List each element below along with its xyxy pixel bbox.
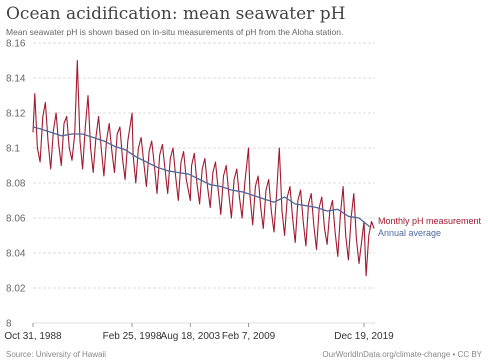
grid-lines: [33, 42, 375, 324]
credit-link[interactable]: OurWorldInData.org/climate-change • CC B…: [322, 350, 482, 359]
x-tick-label: Oct 31, 1988: [4, 331, 62, 342]
chart-title: Ocean acidification: mean seawater pH: [6, 4, 346, 24]
chart-subtitle: Mean seawater pH is shown based on in-si…: [6, 27, 344, 37]
x-tick-label: Feb 25, 1998: [103, 331, 162, 342]
series-lines: [32, 59, 375, 277]
source-note: Source: University of Hawaii: [6, 350, 107, 359]
y-tick-label: 8.04: [6, 249, 26, 260]
y-tick-label: 8.12: [6, 109, 26, 120]
x-tick-label: Feb 7, 2009: [222, 331, 276, 342]
y-tick-label: 8.02: [6, 284, 26, 295]
y-tick-label: 8.1: [6, 144, 20, 155]
x-tick-label: Aug 18, 2003: [161, 331, 221, 342]
monthly-ph-line: [32, 59, 375, 277]
legend-annual: Annual average: [378, 228, 441, 238]
y-tick-label: 8.16: [6, 39, 26, 50]
y-tick-label: 8.06: [6, 214, 26, 225]
legend: Monthly pH measurement Annual average: [378, 216, 482, 238]
annual-average-line: [32, 126, 371, 228]
x-tick-label: Dec 19, 2019: [334, 331, 394, 342]
y-tick-label: 8.08: [6, 179, 26, 190]
y-axis: 8 8.02 8.04 8.06 8.08 8.1 8.12 8.14 8.16: [6, 39, 26, 330]
y-tick-label: 8: [6, 319, 12, 330]
legend-monthly: Monthly pH measurement: [378, 216, 482, 226]
y-tick-label: 8.14: [6, 74, 26, 85]
